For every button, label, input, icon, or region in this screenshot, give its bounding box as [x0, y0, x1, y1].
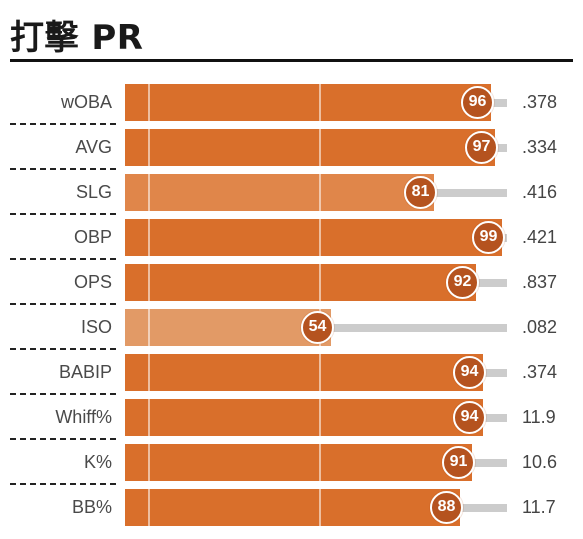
- bar-guide-line: [148, 399, 150, 436]
- stat-value: 10.6: [522, 452, 558, 472]
- stat-value: 11.7: [522, 497, 556, 517]
- stat-label: SLG: [75, 182, 112, 202]
- bar-guide-line: [319, 264, 321, 301]
- percentile-track: [434, 189, 507, 197]
- stat-value: .374: [522, 362, 558, 382]
- percentile-bar: [125, 354, 483, 391]
- percentile-badge: 97: [465, 131, 498, 164]
- stat-row-babip: BABIP 94 .374: [0, 348, 583, 395]
- row-divider: [10, 168, 116, 170]
- row-divider: [10, 258, 116, 260]
- stat-row-obp: OBP 99 .421: [0, 213, 583, 260]
- stat-label: ISO: [80, 317, 112, 337]
- percentile-track: [472, 459, 507, 467]
- row-divider: [10, 483, 116, 485]
- bar-guide-line: [319, 444, 321, 481]
- percentile-badge: 88: [430, 491, 463, 524]
- percentile-track: [483, 414, 507, 422]
- stat-value: .334: [522, 137, 558, 157]
- bar-guide-line: [148, 129, 150, 166]
- stat-row-woba: wOBA 96 .378: [0, 80, 583, 125]
- stat-label: K%: [83, 452, 112, 472]
- stat-value: .082: [522, 317, 558, 337]
- percentile-badge: 81: [404, 176, 437, 209]
- bar-guide-line: [319, 354, 321, 391]
- percentile-badge: 94: [453, 401, 486, 434]
- bar-guide-line: [148, 309, 150, 346]
- stat-row-k-pct: K% 91 10.6: [0, 438, 583, 485]
- row-divider: [10, 123, 116, 125]
- percentile-bar: [125, 84, 491, 121]
- percentile-track: [460, 504, 507, 512]
- percentile-badge: 54: [301, 311, 334, 344]
- row-divider: [10, 438, 116, 440]
- stat-label: wOBA: [60, 92, 112, 112]
- percentile-badge: 96: [461, 86, 494, 119]
- bar-guide-line: [148, 489, 150, 526]
- bar-guide-line: [319, 399, 321, 436]
- row-divider: [10, 303, 116, 305]
- bar-guide-line: [148, 264, 150, 301]
- percentile-bar: [125, 309, 331, 346]
- stat-row-bb-pct: BB% 88 11.7: [0, 483, 583, 530]
- percentile-track: [331, 324, 507, 332]
- percentile-bar: [125, 444, 472, 481]
- percentile-badge: 91: [442, 446, 475, 479]
- percentile-bar: [125, 399, 483, 436]
- stat-label: BB%: [71, 497, 112, 517]
- percentile-bar: [125, 174, 434, 211]
- stat-label: OBP: [73, 227, 112, 247]
- bar-guide-line: [148, 219, 150, 256]
- bar-guide-line: [319, 84, 321, 121]
- title-divider: [10, 59, 573, 62]
- bar-guide-line: [148, 354, 150, 391]
- percentile-track: [491, 99, 507, 107]
- percentile-badge: 92: [446, 266, 479, 299]
- stat-label: BABIP: [58, 362, 112, 382]
- stat-label: AVG: [75, 137, 112, 157]
- percentile-track: [476, 279, 507, 287]
- percentile-bar: [125, 264, 476, 301]
- percentile-track: [483, 369, 507, 377]
- percentile-badge: 94: [453, 356, 486, 389]
- stat-row-avg: AVG 97 .334: [0, 123, 583, 170]
- stat-value: 11.9: [522, 407, 556, 427]
- stat-value: .416: [522, 182, 558, 202]
- bar-guide-line: [148, 84, 150, 121]
- percentile-bar: [125, 489, 460, 526]
- percentile-bar: [125, 129, 495, 166]
- bar-guide-line: [148, 444, 150, 481]
- bar-guide-line: [319, 219, 321, 256]
- bar-guide-line: [148, 174, 150, 211]
- bar-guide-line: [319, 129, 321, 166]
- row-divider: [10, 393, 116, 395]
- row-divider: [10, 213, 116, 215]
- row-divider: [10, 348, 116, 350]
- bar-guide-line: [319, 174, 321, 211]
- stat-row-ops: OPS 92 .837: [0, 258, 583, 305]
- stat-label: Whiff%: [55, 407, 112, 427]
- stat-value: .837: [522, 272, 558, 292]
- stat-value: .378: [522, 92, 558, 112]
- stat-label: OPS: [73, 272, 112, 292]
- stat-row-whiff: Whiff% 94 11.9: [0, 393, 583, 440]
- percentile-badge: 99: [472, 221, 505, 254]
- stat-value: .421: [522, 227, 558, 247]
- bar-guide-line: [319, 489, 321, 526]
- percentile-bar: [125, 219, 502, 256]
- stat-row-iso: ISO 54 .082: [0, 303, 583, 350]
- percentile-track: [495, 144, 507, 152]
- stat-row-slg: SLG 81 .416: [0, 168, 583, 215]
- page-title: 打擊 PR: [10, 18, 144, 58]
